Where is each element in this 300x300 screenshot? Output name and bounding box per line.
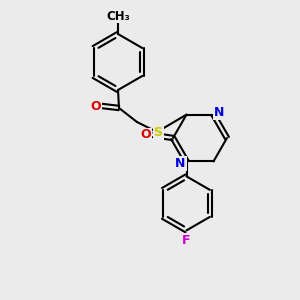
Text: S: S — [154, 125, 163, 139]
Text: CH₃: CH₃ — [106, 10, 130, 22]
Text: O: O — [91, 100, 101, 112]
Text: O: O — [141, 128, 151, 142]
Text: N: N — [175, 157, 186, 170]
Text: F: F — [182, 234, 191, 247]
Text: N: N — [214, 106, 225, 119]
